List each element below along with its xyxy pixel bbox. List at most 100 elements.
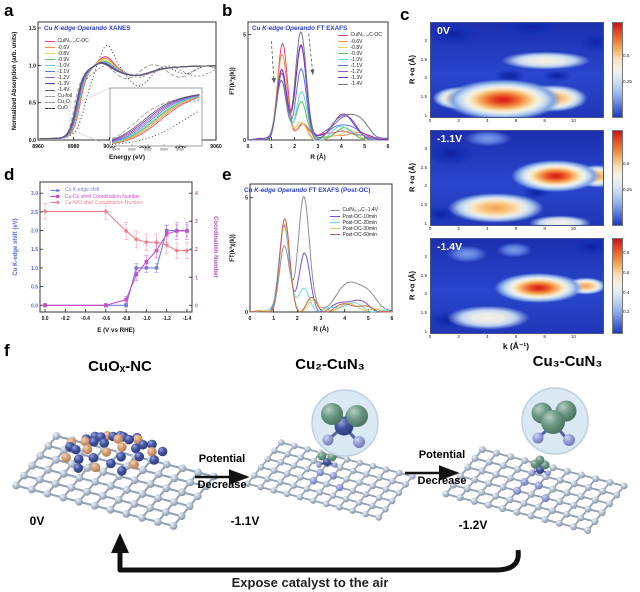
svg-text:FT(k³χ(k)): FT(k³χ(k)) xyxy=(229,234,236,261)
svg-text:1: 1 xyxy=(270,144,273,150)
legend-label: Post-OC-10min xyxy=(342,213,377,220)
legend-item: -1.4V xyxy=(338,81,382,87)
wavelet-intensity-blob xyxy=(569,239,603,256)
legend-label: -1.0V xyxy=(57,62,70,69)
svg-text:8984: 8984 xyxy=(160,148,168,152)
svg-text:Energy (eV): Energy (eV) xyxy=(109,154,145,161)
legend-swatch xyxy=(50,189,60,191)
legend-item: -0.6V xyxy=(338,39,382,45)
legend-item: Cu-N/O shell Coordination Number xyxy=(50,199,143,206)
svg-text:2: 2 xyxy=(293,144,296,150)
svg-text:-0.6: -0.6 xyxy=(102,316,111,322)
title-text: Operando xyxy=(277,187,307,194)
svg-text:3: 3 xyxy=(195,219,198,225)
title-text: XANES xyxy=(108,25,131,32)
legend-label: Post-OC-60min xyxy=(342,231,377,238)
legend-item: -1.4V xyxy=(45,87,89,93)
legend-item: Cu/N₀.₁₄C-OC xyxy=(338,32,382,39)
legend-label: Post-OC-20min xyxy=(342,219,377,226)
svg-text:3: 3 xyxy=(320,316,323,322)
svg-text:0: 0 xyxy=(249,316,252,322)
xanes-title: Cu K-edge Operando XANES xyxy=(44,25,130,32)
wavelet-ylabel: R +α (Å) xyxy=(407,271,417,300)
svg-text:6: 6 xyxy=(387,144,390,150)
axis-tick-label: 3 xyxy=(424,37,427,43)
legend-item: -1.2V xyxy=(45,75,89,81)
axis-tick-label: 2 xyxy=(457,226,460,231)
wavelet-intensity-blob xyxy=(447,305,530,331)
axis-tick-label: 0 xyxy=(428,118,432,123)
axis-tick-label: 0.8 xyxy=(623,250,630,256)
axis-tick-label: 4 xyxy=(486,118,489,123)
svg-text:9020: 9020 xyxy=(139,144,151,150)
svg-text:3.0: 3.0 xyxy=(31,191,38,197)
colorbar xyxy=(612,22,623,118)
legend-item: Cu-Cu shell Coordination Number xyxy=(50,194,143,200)
legend-swatch xyxy=(50,196,60,198)
map-voltage-label: 0V xyxy=(437,25,450,37)
title-text: Cu xyxy=(44,25,53,32)
legend-item: -0.9V xyxy=(338,50,382,57)
wavelet-map-1p4v: -1.4V xyxy=(430,238,604,334)
legend-label: Post-OC-30min xyxy=(342,225,377,232)
mechanism-scheme-art xyxy=(12,387,628,573)
legend-swatch xyxy=(45,47,55,49)
legend-item: -1.1V xyxy=(338,63,382,69)
legend-label: -0.9V xyxy=(350,50,363,57)
axis-tick-label: 10 xyxy=(570,334,576,339)
axis-tick-label: 0.5 xyxy=(623,160,630,166)
legend-label: -0.6V xyxy=(57,44,70,51)
axis-tick-label: 1 xyxy=(424,221,427,226)
title-text: FT EXAFS (Post-OC) xyxy=(308,187,371,194)
legend-item: Post-OC-10min xyxy=(330,213,378,220)
colorbar xyxy=(612,130,623,226)
axis-tick-label: 8 xyxy=(543,118,546,123)
panel-label-d: d xyxy=(4,165,15,184)
wavelet-intensity-blob xyxy=(493,272,584,303)
svg-text:1: 1 xyxy=(272,316,275,322)
svg-text:0.0: 0.0 xyxy=(42,316,49,322)
legend-item: -0.6V xyxy=(45,44,89,51)
legend-label: Cu/N₀.₁₄C-OC xyxy=(350,32,382,39)
axis-tick-label: 6 xyxy=(514,118,518,123)
axis-tick-label: 4 xyxy=(486,226,489,231)
legend-label: Cu/N₀.₁₄C-OC xyxy=(57,38,89,45)
legend-label: Cu-N/O shell Coordination Number xyxy=(64,199,143,206)
wavelet-intensity-blob xyxy=(496,242,532,258)
svg-text:0: 0 xyxy=(243,138,246,144)
axis-tick-label: 10 xyxy=(570,118,576,123)
legend-swatch xyxy=(338,83,348,85)
wavelet-ylabel: R +α (Å) xyxy=(407,55,417,84)
legend-item: -1.3V xyxy=(338,75,382,81)
legend-swatch xyxy=(338,47,348,49)
panel-label-e: e xyxy=(222,165,232,184)
voltage-label-1p1v: -1.1V xyxy=(230,514,260,528)
svg-text:0.0: 0.0 xyxy=(29,138,36,144)
wavelet-intensity-blob xyxy=(510,160,601,193)
svg-text:8960: 8960 xyxy=(32,144,44,150)
svg-text:E (V vs RHE): E (V vs RHE) xyxy=(97,327,134,334)
wavelet-map-0v: 0V xyxy=(430,22,604,118)
axis-tick-label: 3 xyxy=(424,253,427,259)
legend-label: CuO xyxy=(57,105,68,112)
svg-text:0.0: 0.0 xyxy=(31,303,38,309)
axis-tick-label: 10 xyxy=(570,226,576,231)
legend-item: -1.0V xyxy=(45,62,89,69)
axis-tick-label: 6 xyxy=(514,334,518,339)
wavelet-intensity-blob xyxy=(500,51,591,70)
ft-post-oc-title: Cu K-edge Operando FT EXAFS (Post-OC) xyxy=(244,187,370,194)
svg-text:0.5: 0.5 xyxy=(29,101,36,107)
legend-marker xyxy=(54,200,60,205)
svg-text:8980: 8980 xyxy=(128,148,136,152)
colorbar xyxy=(612,238,623,334)
panel-label-f: f xyxy=(4,341,10,360)
legend-item: -0.8V xyxy=(45,51,89,57)
arrow-label-potential: Potential xyxy=(198,453,246,465)
svg-text:-0.4: -0.4 xyxy=(81,316,90,322)
legend-item: Post-OC-20min xyxy=(330,219,378,226)
wavelet-intensity-blob xyxy=(578,32,603,52)
wavelet-xlabel: k (Å⁻¹) xyxy=(502,341,530,351)
svg-text:R (Å): R (Å) xyxy=(313,324,329,333)
svg-text:-1.4: -1.4 xyxy=(183,316,192,322)
axis-tick-label: 2.5 xyxy=(420,272,427,278)
